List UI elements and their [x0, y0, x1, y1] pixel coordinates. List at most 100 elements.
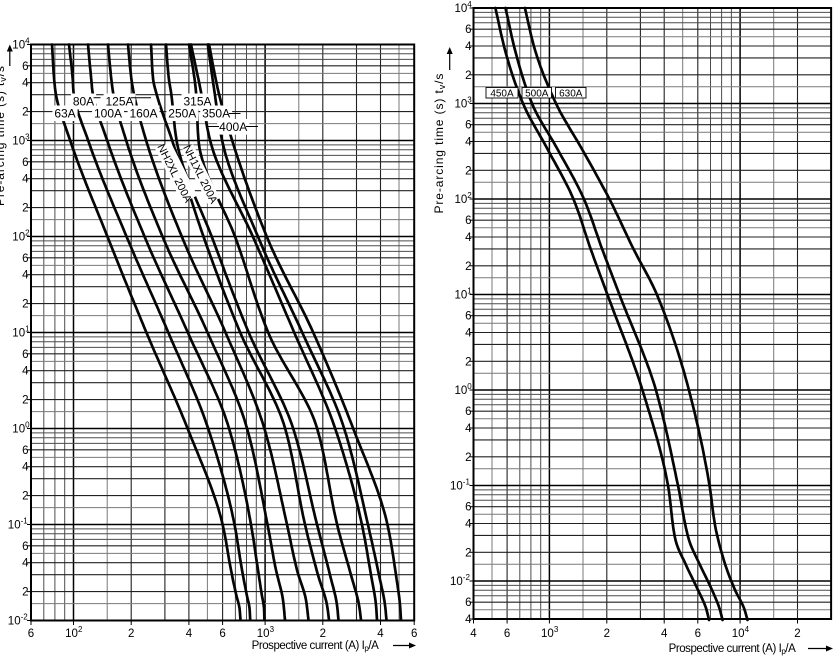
svg-text:4: 4 — [465, 328, 472, 340]
svg-text:2: 2 — [794, 628, 800, 640]
svg-text:2: 2 — [465, 70, 471, 82]
svg-text:63A: 63A — [54, 107, 75, 121]
svg-text:Prospective current (A) Ip/A: Prospective current (A) Ip/A — [252, 640, 379, 653]
svg-text:4: 4 — [22, 366, 29, 378]
svg-text:10: 10 — [12, 40, 25, 52]
svg-text:3: 3 — [270, 625, 275, 634]
svg-text:6: 6 — [465, 311, 471, 323]
svg-text:3: 3 — [25, 133, 30, 142]
svg-text:6: 6 — [22, 445, 28, 457]
svg-text:250A: 250A — [168, 107, 196, 121]
svg-text:6: 6 — [465, 502, 471, 514]
svg-text:Pre-arcing time (s) tv/s: Pre-arcing time (s) tv/s — [432, 73, 447, 214]
svg-text:10: 10 — [8, 520, 21, 532]
svg-text:6: 6 — [22, 541, 28, 553]
svg-text:10: 10 — [65, 628, 78, 640]
svg-text:6: 6 — [465, 597, 471, 609]
svg-text:2: 2 — [78, 625, 83, 634]
svg-text:4: 4 — [22, 270, 29, 282]
svg-text:450A: 450A — [490, 88, 514, 99]
svg-text:2: 2 — [128, 628, 134, 640]
svg-text:2: 2 — [465, 452, 471, 464]
svg-text:10: 10 — [455, 99, 468, 111]
svg-text:4: 4 — [25, 37, 30, 46]
svg-text:10: 10 — [455, 385, 468, 397]
svg-text:Pre-arcing time (s) tv/s: Pre-arcing time (s) tv/s — [0, 65, 8, 206]
svg-text:100A: 100A — [94, 107, 122, 121]
svg-text:400A: 400A — [219, 120, 247, 134]
svg-text:4: 4 — [465, 41, 472, 53]
svg-text:10: 10 — [12, 328, 25, 340]
svg-text:1: 1 — [467, 287, 472, 296]
svg-text:4: 4 — [465, 423, 472, 435]
svg-text:2: 2 — [22, 395, 28, 407]
svg-text:4: 4 — [745, 625, 750, 634]
svg-text:4: 4 — [470, 628, 477, 640]
svg-text:4: 4 — [22, 558, 29, 570]
svg-text:10: 10 — [12, 424, 25, 436]
svg-text:4: 4 — [377, 628, 384, 640]
svg-text:2: 2 — [22, 203, 28, 215]
svg-text:4: 4 — [465, 232, 472, 244]
svg-text:10: 10 — [8, 616, 21, 628]
svg-text:10: 10 — [732, 628, 745, 640]
svg-text:6: 6 — [504, 628, 510, 640]
svg-text:2: 2 — [465, 356, 471, 368]
svg-text:-1: -1 — [21, 517, 29, 526]
svg-text:160A: 160A — [129, 107, 157, 121]
svg-text:4: 4 — [22, 462, 29, 474]
svg-text:2: 2 — [22, 107, 28, 119]
svg-text:4: 4 — [186, 628, 193, 640]
svg-text:10: 10 — [12, 136, 25, 148]
svg-text:10: 10 — [12, 232, 25, 244]
svg-text:4: 4 — [465, 137, 472, 149]
svg-text:6: 6 — [219, 628, 225, 640]
svg-text:2: 2 — [465, 261, 471, 273]
svg-text:2: 2 — [22, 491, 28, 503]
svg-text:-1: -1 — [463, 478, 471, 487]
svg-text:-2: -2 — [463, 573, 471, 582]
svg-text:10: 10 — [541, 628, 554, 640]
svg-text:4: 4 — [467, 0, 472, 9]
svg-text:10: 10 — [455, 194, 468, 206]
svg-text:6: 6 — [465, 24, 471, 36]
svg-text:6: 6 — [465, 215, 471, 227]
svg-text:6: 6 — [22, 157, 28, 169]
svg-text:2: 2 — [22, 299, 28, 311]
svg-text:6: 6 — [465, 120, 471, 132]
svg-text:0: 0 — [25, 421, 30, 430]
svg-text:2: 2 — [320, 628, 326, 640]
svg-text:2: 2 — [465, 547, 471, 559]
svg-text:Prospective current (A) Ip/A: Prospective current (A) Ip/A — [669, 643, 796, 656]
svg-text:6: 6 — [22, 253, 28, 265]
svg-text:10: 10 — [455, 290, 468, 302]
svg-text:10: 10 — [450, 576, 463, 588]
svg-text:6: 6 — [411, 628, 417, 640]
svg-text:-2: -2 — [21, 613, 29, 622]
svg-text:2: 2 — [604, 628, 610, 640]
svg-text:6: 6 — [22, 349, 28, 361]
svg-text:3: 3 — [554, 625, 559, 634]
svg-text:500A: 500A — [525, 88, 549, 99]
svg-text:3: 3 — [467, 96, 472, 105]
svg-text:4: 4 — [22, 174, 29, 186]
svg-text:125A: 125A — [105, 95, 133, 109]
svg-text:6: 6 — [465, 406, 471, 418]
svg-text:315A: 315A — [183, 95, 211, 109]
svg-text:2: 2 — [467, 191, 472, 200]
svg-text:630A: 630A — [559, 88, 583, 99]
svg-text:1: 1 — [25, 325, 30, 334]
svg-text:80A: 80A — [73, 95, 94, 109]
svg-text:10: 10 — [450, 481, 463, 493]
svg-text:2: 2 — [465, 165, 471, 177]
svg-text:2: 2 — [25, 229, 30, 238]
svg-text:6: 6 — [695, 628, 701, 640]
svg-text:10: 10 — [455, 3, 468, 15]
svg-text:350A: 350A — [202, 107, 230, 121]
svg-text:6: 6 — [28, 628, 34, 640]
svg-text:10: 10 — [257, 628, 270, 640]
svg-text:4: 4 — [22, 78, 29, 90]
svg-text:4: 4 — [465, 519, 472, 531]
svg-text:0: 0 — [467, 382, 472, 391]
svg-text:6: 6 — [22, 61, 28, 73]
